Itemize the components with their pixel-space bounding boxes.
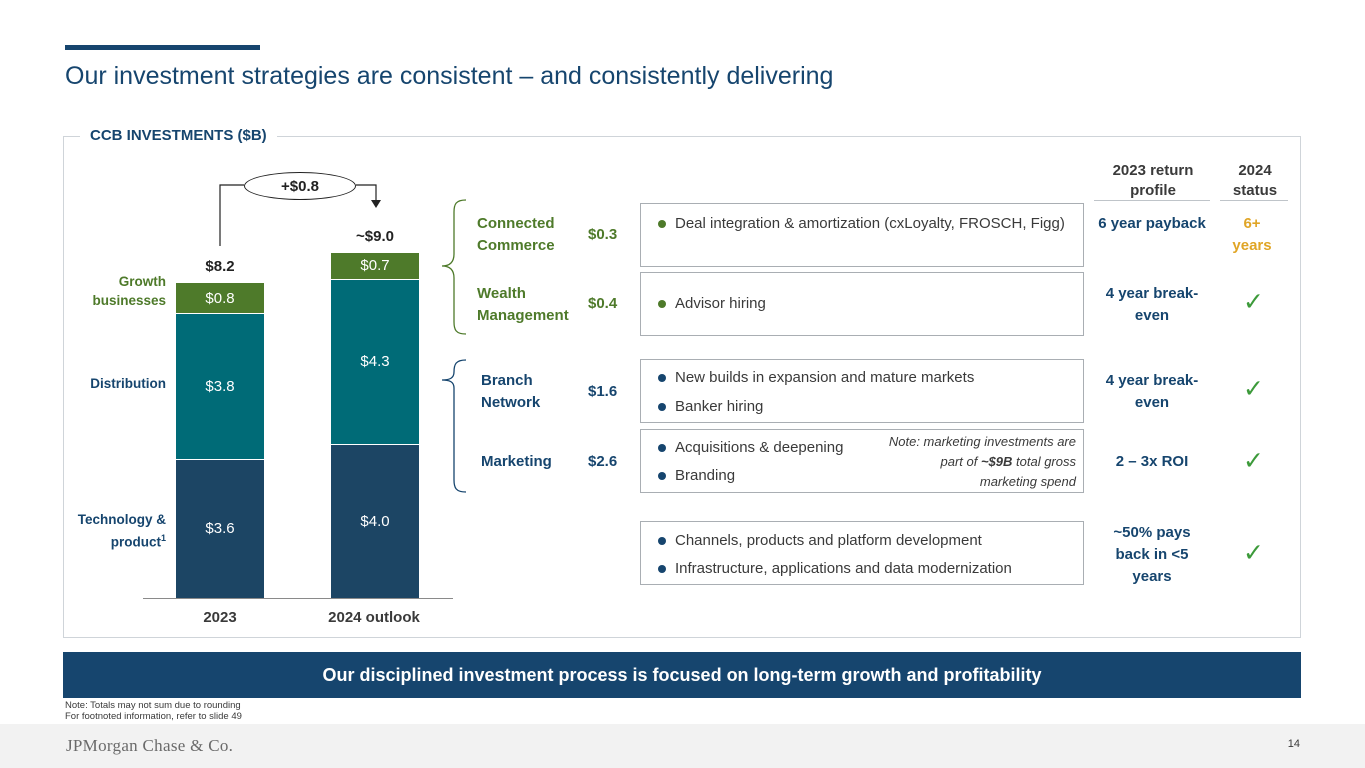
data-label: $4.3 [360, 353, 390, 371]
note-text: Note: marketing investments are part of [888, 434, 1076, 469]
bar-total-label: ~$9.0 [356, 227, 394, 245]
row-detail-box [640, 203, 1084, 267]
x-tick-label: 2024 outlook [328, 609, 420, 626]
title-accent-bar [65, 45, 260, 50]
company-logo: JPMorgan Chase & Co. [66, 736, 234, 755]
return-profile: 4 year break-even [1105, 285, 1199, 324]
change-label: +$0.8 [244, 172, 356, 200]
bar-segment-growth: $0.8 [176, 283, 264, 315]
bullet-item: Branding [654, 465, 894, 486]
row-label-wealth-management: Wealth Management [477, 285, 569, 324]
checkmark-icon: ✓ [1243, 375, 1264, 403]
row-label-connected-commerce: Connected Commerce [477, 215, 555, 254]
data-label: $3.8 [205, 377, 235, 395]
footnote-marker: 1 [160, 533, 166, 543]
bullet-item: Deal integration & amortization (cxLoyal… [654, 213, 1074, 234]
row-detail-box [640, 359, 1084, 423]
return-profile: 6 year payback [1098, 215, 1206, 232]
row-amount: $0.3 [588, 226, 618, 243]
brace-growth [441, 199, 467, 335]
marketing-note: Note: marketing investments are part of … [888, 432, 1076, 492]
bar-segment-growth: $0.7 [331, 252, 419, 280]
bullet-item: Acquisitions & deepening [654, 437, 894, 458]
status-text: 6+ years [1232, 215, 1272, 254]
investments-panel [63, 136, 1301, 638]
footnote: Note: Totals may not sum due to rounding [65, 700, 241, 711]
change-connector [219, 184, 381, 246]
checkmark-icon: ✓ [1243, 539, 1264, 567]
footnote: For footnoted information, refer to slid… [65, 711, 242, 722]
brace-distribution [441, 359, 467, 493]
summary-banner: Our disciplined investment process is fo… [63, 652, 1301, 698]
bar-segment-technology: $4.0 [331, 444, 419, 598]
bullet-item: Banker hiring [654, 396, 1074, 417]
row-detail-box [640, 429, 1084, 493]
checkmark-icon: ✓ [1243, 447, 1264, 475]
return-profile: 4 year break-even [1105, 372, 1199, 411]
bar-total-label: $8.2 [205, 258, 235, 276]
bar-segment-distribution: $3.8 [176, 314, 264, 460]
legend-growth-text: Growth businesses [92, 274, 166, 308]
x-tick-label: 2023 [203, 609, 237, 626]
checkmark-icon: ✓ [1243, 288, 1264, 316]
row-detail-box [640, 521, 1084, 585]
note-bold: ~$9B [980, 454, 1013, 469]
legend-label-technology: Technology & product1 [60, 510, 166, 552]
bullet-item: New builds in expansion and mature marke… [654, 367, 1074, 388]
row-amount: $2.6 [588, 453, 618, 470]
legend-label-distribution: Distribution [60, 374, 166, 393]
header-rule [1094, 200, 1210, 201]
header-rule [1220, 200, 1288, 201]
data-label: $0.7 [360, 257, 390, 275]
x-axis [143, 598, 453, 599]
row-label-marketing: Marketing [481, 453, 552, 470]
row-amount: $1.6 [588, 383, 618, 400]
header-return: 2023 return profile [1112, 162, 1194, 199]
legend-technology-text: Technology & product [77, 512, 166, 550]
data-label: $3.6 [205, 520, 235, 538]
row-detail-box [640, 272, 1084, 336]
bullet-item: Infrastructure, applications and data mo… [654, 558, 1074, 579]
note-text: total gross marketing spend [979, 454, 1076, 489]
data-label: $0.8 [205, 289, 235, 307]
header-status: 2024 status [1232, 162, 1278, 199]
page-number: 14 [1287, 738, 1300, 750]
panel-label: CCB INVESTMENTS ($B) [80, 127, 277, 144]
return-profile: ~50% pays back in <5 years [1113, 524, 1191, 585]
return-profile: 2 – 3x ROI [1115, 453, 1189, 470]
footer-bar [0, 724, 1365, 768]
page-title: Our investment strategies are consistent… [65, 62, 834, 90]
legend-label-growth: Growth businesses [60, 272, 166, 310]
data-label: $4.0 [360, 512, 390, 530]
row-label-branch-network: Branch Network [481, 372, 541, 411]
legend-distribution-text: Distribution [90, 376, 166, 391]
row-amount: $0.4 [588, 295, 618, 312]
bullet-item: Advisor hiring [654, 293, 1074, 314]
bullet-item: Channels, products and platform developm… [654, 530, 1074, 551]
bar-segment-distribution: $4.3 [331, 279, 419, 445]
bar-segment-technology: $3.6 [176, 459, 264, 598]
